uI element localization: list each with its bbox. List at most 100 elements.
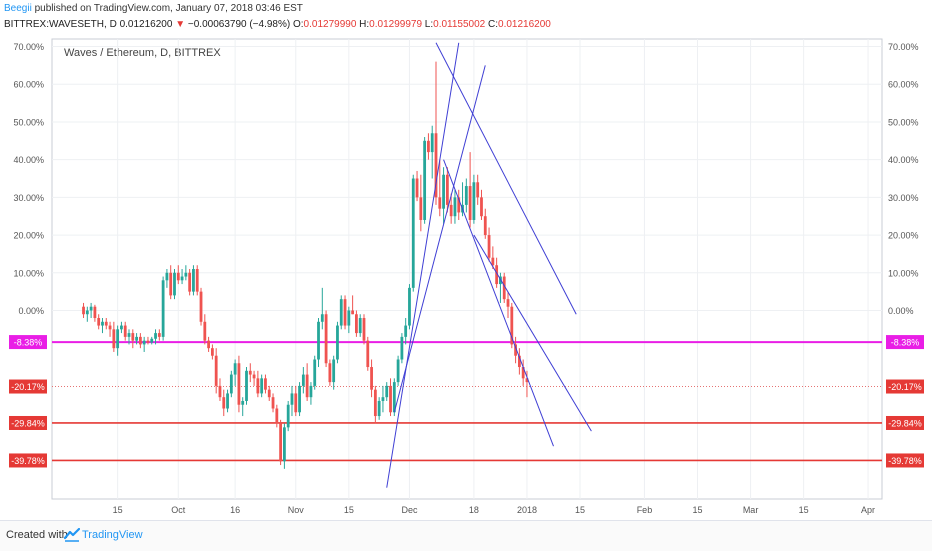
- time-axis-tick: 16: [230, 505, 240, 515]
- time-axis-tick: Oct: [171, 505, 186, 515]
- candle-body: [491, 257, 495, 266]
- candle-body: [245, 370, 248, 401]
- right-axis-tick: 20.00%: [888, 231, 919, 241]
- candle-body: [438, 197, 442, 209]
- trend-lines[interactable]: [386, 42, 592, 488]
- ohlc-line: BITTREX:WAVESETH, D 0.01216200 ▼ −0.0006…: [4, 19, 551, 30]
- candle-body: [510, 306, 514, 345]
- chart-legend: Waves / Ethereum, D, BITTREX: [64, 47, 221, 59]
- candle-body: [286, 404, 290, 428]
- candle-body: [123, 325, 127, 337]
- candle-body: [476, 182, 480, 198]
- left-axis-tick: 10.00%: [13, 268, 44, 278]
- level-label-right-bg: [886, 453, 924, 468]
- candle-body: [499, 276, 502, 285]
- time-axis-tick: Apr: [861, 505, 875, 515]
- left-axis-tick: 0.00%: [18, 306, 44, 316]
- low-label: L:: [424, 19, 434, 30]
- candle-body: [283, 427, 286, 462]
- tradingview-logo-icon: [64, 528, 80, 542]
- symbol-label: BITTREX:WAVESETH, D: [4, 19, 117, 30]
- level-label-right: -20.17%: [888, 382, 922, 392]
- candle-body: [396, 359, 400, 383]
- author-link[interactable]: Beegii: [4, 3, 32, 14]
- candle-body: [415, 178, 419, 198]
- candle-body: [101, 321, 104, 326]
- plot-border: [51, 38, 883, 500]
- candle-body: [320, 314, 324, 322]
- level-label-right-bg: [886, 335, 924, 350]
- candle-body: [157, 333, 161, 337]
- candle-body: [427, 140, 430, 153]
- candle-body: [195, 269, 199, 292]
- trend-line[interactable]: [473, 234, 592, 432]
- time-axis-tick: Mar: [743, 505, 759, 515]
- time-axis-tick: Nov: [288, 505, 305, 515]
- candle-body: [154, 333, 157, 339]
- candle-body: [385, 385, 389, 398]
- level-label-right: -8.38%: [891, 338, 920, 348]
- candle-body: [411, 178, 415, 288]
- trend-line[interactable]: [435, 42, 577, 315]
- tradingview-brand[interactable]: TradingView: [82, 529, 143, 541]
- candle-body: [192, 269, 195, 292]
- candle-body: [423, 140, 427, 220]
- candle-body: [120, 325, 123, 330]
- candle-body: [400, 336, 404, 360]
- candle-body: [480, 197, 483, 217]
- high-value: 0.01299979: [369, 19, 423, 30]
- horizontal-levels[interactable]: [52, 341, 882, 462]
- candle-body: [218, 385, 222, 398]
- candle-body: [317, 321, 320, 360]
- candle-body: [138, 336, 142, 345]
- candle-body: [256, 378, 260, 394]
- candle-body: [370, 367, 373, 390]
- candle-body: [229, 374, 233, 394]
- low-value: 0.01155002: [433, 19, 486, 30]
- level-label-right: -29.84%: [888, 418, 922, 428]
- candle-body: [184, 272, 188, 277]
- candle-body: [495, 265, 499, 285]
- candlestick-series: [82, 61, 529, 469]
- candle-body: [521, 367, 525, 379]
- right-price-axis[interactable]: 70.00% 60.00% 50.00% 40.00% 30.00% 20.00% 10.0…: [888, 42, 919, 316]
- level-label-right: -39.78%: [888, 456, 922, 466]
- candle-body: [362, 318, 366, 341]
- chart-area[interactable]: Waves / Ethereum, D, BITTREX 70.00% 60.00…: [0, 36, 932, 520]
- last-price: 0.01216200: [119, 19, 173, 30]
- close-label: C:: [488, 19, 499, 30]
- published-text: published on TradingView.com, January 07…: [34, 3, 303, 14]
- trend-line[interactable]: [443, 159, 554, 447]
- time-axis-tick: Dec: [401, 505, 418, 515]
- candle-body: [116, 329, 120, 349]
- candle-body: [449, 204, 453, 217]
- left-axis-tick: 30.00%: [13, 193, 44, 203]
- trend-line[interactable]: [386, 42, 460, 488]
- candle-body: [502, 276, 506, 300]
- candle-body: [173, 272, 176, 296]
- candle-body: [271, 397, 275, 409]
- price-chart[interactable]: Waves / Ethereum, D, BITTREX 70.00% 60.00…: [0, 36, 932, 520]
- close-value: 0.01216200: [498, 19, 551, 30]
- chart-header: Beegii published on TradingView.com, Jan…: [0, 0, 932, 36]
- level-label-right-bg: [886, 379, 924, 394]
- candle-body: [82, 306, 85, 315]
- candle-body: [483, 216, 487, 236]
- candle-body: [108, 325, 112, 330]
- candle-body: [85, 310, 89, 315]
- candle-body: [453, 197, 457, 217]
- level-labels: -8.38% -8.38% -20.17% -20.17% -29.84% -29.84%…: [9, 335, 924, 468]
- right-axis-tick: 0.00%: [888, 306, 914, 316]
- candle-body: [210, 348, 214, 356]
- candle-body: [517, 355, 521, 368]
- candle-body: [127, 333, 131, 337]
- left-price-axis[interactable]: 70.00% 60.00% 50.00% 40.00% 30.00% 20.00% 10.0…: [13, 42, 44, 316]
- candle-body: [404, 325, 408, 337]
- candle-body: [233, 363, 237, 375]
- candle-body: [468, 186, 472, 220]
- candle-body: [351, 310, 355, 315]
- time-axis[interactable]: 15 Oct 16 Nov 15 Dec 18 2018 15 Feb 15 Mar 15 Apr: [113, 505, 875, 515]
- right-axis-tick: 40.00%: [888, 155, 919, 165]
- candle-body: [332, 359, 336, 383]
- trend-line[interactable]: [393, 65, 486, 413]
